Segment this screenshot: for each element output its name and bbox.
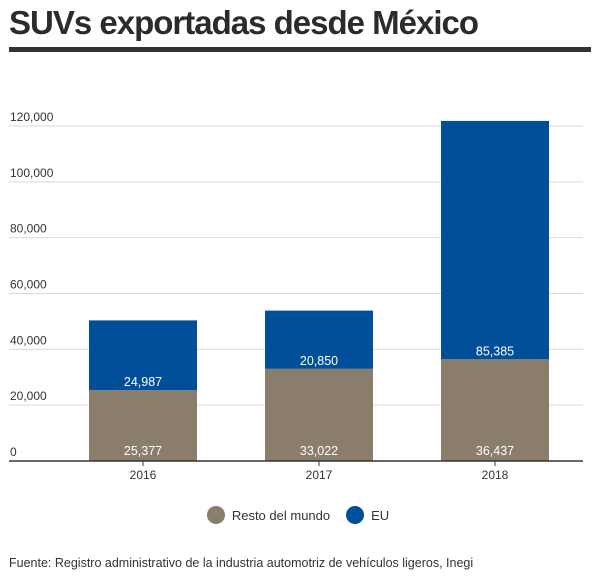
data-label: 36,437 <box>476 444 514 458</box>
bar-segment-resto <box>441 359 549 461</box>
x-tick-label: 2016 <box>130 468 157 482</box>
x-tick-label: 2018 <box>482 468 509 482</box>
legend: Resto del mundo EU <box>0 506 596 524</box>
bar-segment-eu <box>265 310 373 369</box>
data-label: 25,377 <box>124 444 162 458</box>
legend-swatch-eu <box>346 506 365 524</box>
data-label: 24,987 <box>124 375 162 389</box>
y-tick-label: 20,000 <box>10 389 47 403</box>
bar-segment-resto <box>89 390 197 461</box>
y-tick-label: 100,000 <box>10 166 54 180</box>
legend-label-eu: EU <box>371 507 390 523</box>
y-tick-label: 80,000 <box>10 222 47 236</box>
stacked-bar-chart: 0 20,000 40,000 60,000 80,000 100,000 120,000 2… <box>9 110 583 482</box>
legend-swatch-resto <box>206 506 225 524</box>
y-tick-label: 120,000 <box>10 110 54 124</box>
bar-segment-resto <box>265 368 373 461</box>
y-tick-label: 40,000 <box>10 333 47 347</box>
x-tick-label: 2017 <box>306 468 333 482</box>
data-label: 33,022 <box>300 444 338 458</box>
data-label: 85,385 <box>476 344 514 358</box>
source-note: Fuente: Registro administrativo de la in… <box>9 556 474 570</box>
bar-segment-eu <box>89 320 197 391</box>
bar-segment-eu <box>441 120 549 360</box>
title-rule <box>9 47 591 52</box>
legend-item-eu: EU <box>346 506 389 524</box>
legend-item-resto: Resto del mundo <box>206 506 331 524</box>
data-label: 20,850 <box>300 354 338 368</box>
y-tick-label: 60,000 <box>10 278 47 292</box>
y-tick-label: 0 <box>10 445 17 459</box>
legend-label-resto: Resto del mundo <box>231 507 331 523</box>
chart-title: SUVs exportadas desde México <box>9 4 479 41</box>
